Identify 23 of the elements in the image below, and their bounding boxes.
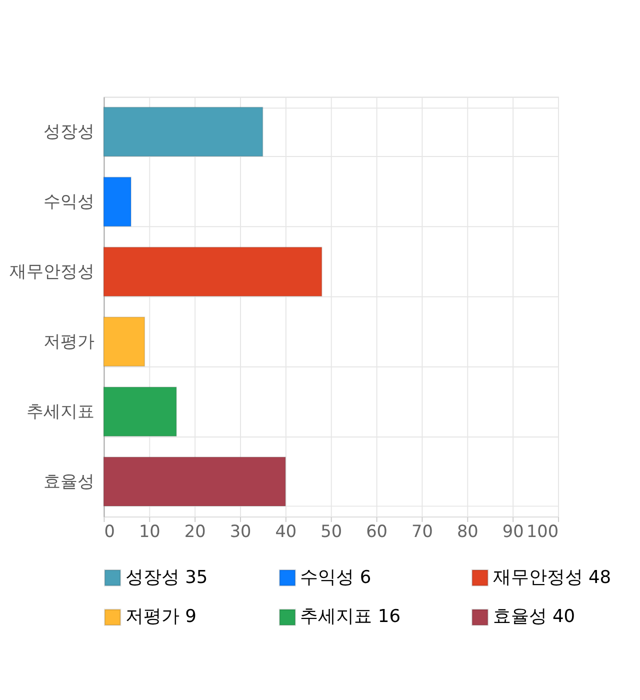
legend-label: 성장성 35: [125, 568, 208, 588]
y-tick-label: 수익성: [43, 191, 94, 212]
legend-label: 수익성 6: [300, 568, 372, 588]
x-tick-label: 50: [320, 520, 342, 541]
legend-label: 저평가 9: [125, 607, 196, 628]
y-tick-label: 성장성: [43, 121, 94, 142]
x-tick-label: 80: [456, 520, 478, 541]
x-tick-label: 100: [526, 520, 559, 541]
y-tick-label: 추세지표: [26, 401, 94, 422]
legend-label: 추세지표 16: [300, 607, 401, 628]
y-tick-label: 재무안정성: [9, 261, 94, 282]
y-tick-label: 효율성: [43, 471, 94, 492]
legend-label: 재무안정성 48: [492, 568, 612, 588]
legend-label: 효율성 40: [492, 607, 576, 628]
x-tick-label: 90: [502, 520, 524, 541]
x-tick-label: 0: [104, 520, 115, 541]
x-tick-label: 40: [275, 520, 297, 541]
x-tick-label: 70: [412, 520, 433, 541]
x-tick-label: 60: [366, 520, 388, 541]
x-tick-label: 20: [184, 520, 206, 541]
x-tick-label: 30: [230, 520, 252, 541]
y-tick-label: 저평가: [43, 331, 94, 352]
x-tick-label: 10: [138, 520, 160, 541]
